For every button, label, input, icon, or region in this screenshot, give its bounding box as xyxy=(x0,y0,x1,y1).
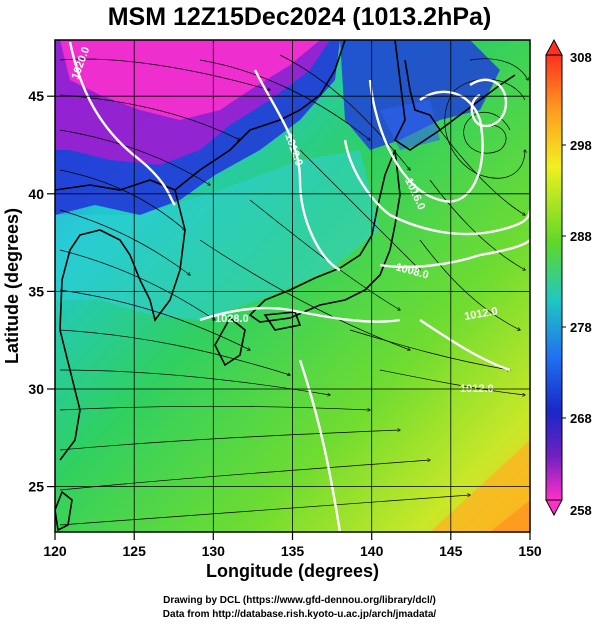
x-tick-label: 120 xyxy=(43,543,67,559)
credit-drawing: Drawing by DCL (https://www.gfd-dennou.o… xyxy=(163,595,436,606)
colorbar-label: 278 xyxy=(570,320,592,335)
x-tick-label: 150 xyxy=(518,543,542,559)
chart-title: MSM 12Z15Dec2024 (1013.2hPa) xyxy=(107,3,492,31)
x-tick-label: 135 xyxy=(281,543,305,559)
colorbar-label: 258 xyxy=(570,503,592,518)
x-tick-label: 130 xyxy=(202,543,226,559)
graticule xyxy=(55,40,530,532)
y-tick-label: 30 xyxy=(28,381,44,397)
colorbar-gradient xyxy=(545,54,563,501)
colorbar-label: 308 xyxy=(570,50,592,65)
y-tick-label: 35 xyxy=(28,283,44,299)
y-tick-label: 25 xyxy=(28,479,44,495)
wind-streamlines xyxy=(59,54,528,526)
coastlines xyxy=(55,40,516,532)
y-tick-labels: 25 30 35 40 45 xyxy=(28,88,44,494)
x-tick-label: 145 xyxy=(439,543,463,559)
isobar-label-1028: 1028.0 xyxy=(215,313,249,325)
x-tick-label: 140 xyxy=(360,543,384,559)
x-tick-labels: 120 125 130 135 140 145 150 xyxy=(43,543,542,559)
colorbar-label: 268 xyxy=(570,411,592,426)
colorbar-label: 288 xyxy=(570,229,592,244)
x-axis-label: Longitude (degrees) xyxy=(206,561,379,581)
y-tick-label: 45 xyxy=(28,88,44,104)
credit-data: Data from http://database.rish.kyoto-u.a… xyxy=(162,609,437,620)
isobar-label-1012-b: 1012.0 xyxy=(463,305,498,323)
y-axis-label: Latitude (degrees) xyxy=(2,208,22,364)
colorbar-top-arrow xyxy=(545,38,563,56)
y-tick-label: 40 xyxy=(28,186,44,202)
colorbar-label: 298 xyxy=(570,138,592,153)
axis-ticks xyxy=(47,95,531,540)
colorbar-bottom-arrow xyxy=(545,499,563,517)
x-tick-label: 125 xyxy=(123,543,147,559)
colorbar: 308 298 288 278 268 258 xyxy=(545,38,592,518)
